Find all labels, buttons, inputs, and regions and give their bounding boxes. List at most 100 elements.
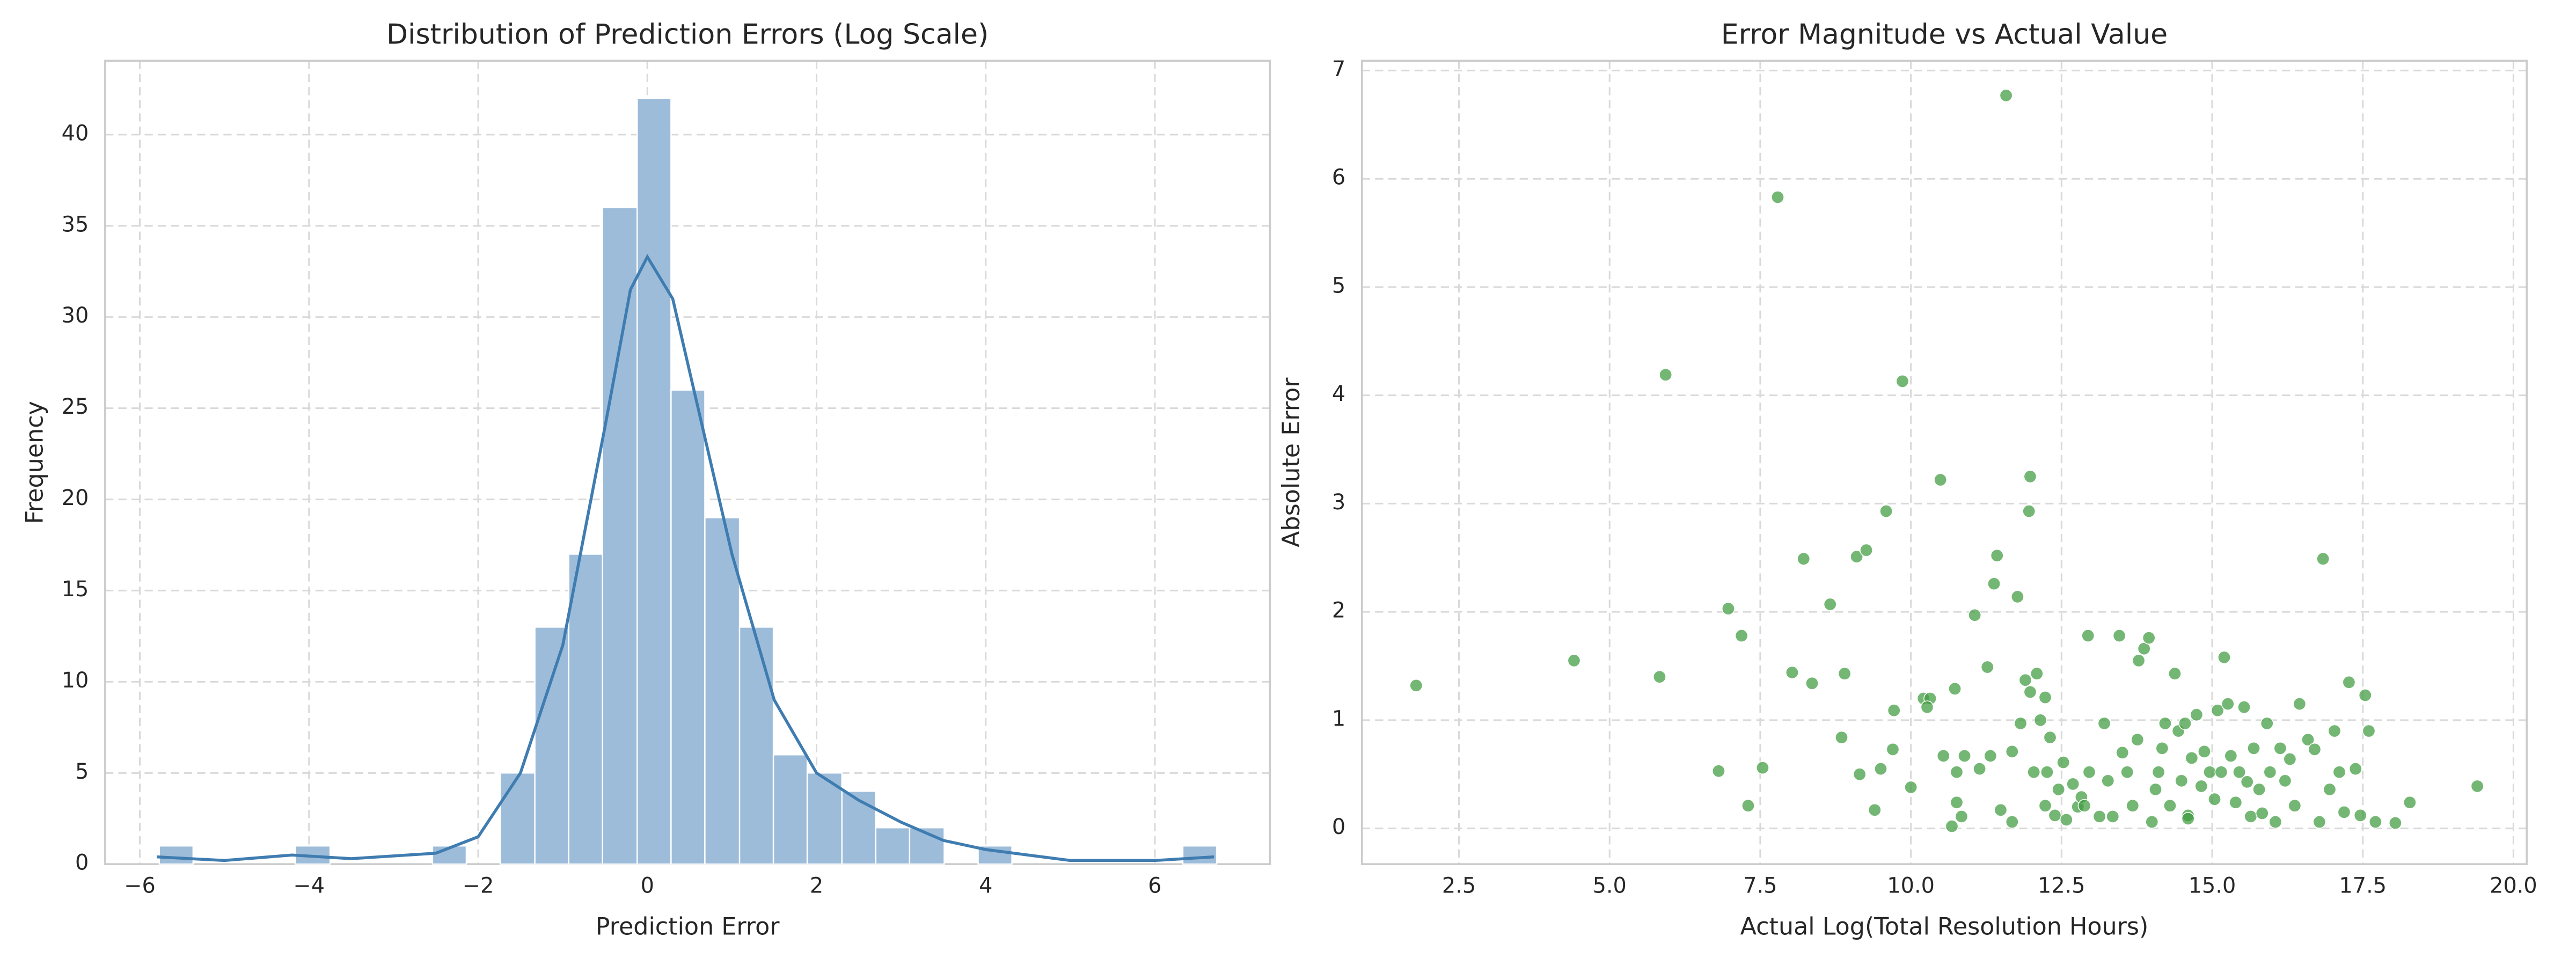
scatter-point [2260,716,2274,730]
subplot: Distribution of Prediction Errors (Log S… [21,18,1271,941]
scatter-point [2097,716,2111,730]
histogram-bar [158,845,194,865]
scatter-point [2237,700,2251,714]
y-tick-label: 40 [62,121,89,145]
histogram-bar [1182,845,1218,865]
scatter-point [1886,742,1900,756]
chart-title: Error Magnitude vs Actual Value [1721,18,2168,50]
scatter-point [2048,809,2062,822]
scatter-point [1973,762,1987,776]
scatter-point [1948,682,1962,696]
scatter-point [1950,765,1964,779]
scatter-point [1797,552,1811,566]
scatter-point [1920,700,1934,714]
scatter-point [2005,815,2019,829]
scatter-point [2214,765,2228,779]
x-tick-label: 5.0 [1593,874,1627,898]
scatter-point [2332,765,2346,779]
scatter-point [2092,810,2106,823]
scatter-point [2030,667,2044,680]
x-tick-label: 15.0 [2189,874,2236,898]
y-tick-label: 4 [1332,382,1345,406]
y-tick-label: 20 [62,486,89,510]
histogram-bar [499,772,536,865]
scatter-point [1968,608,1982,622]
y-tick-label: 2 [1332,598,1345,623]
histogram-bar [568,553,603,865]
y-tick-label: 35 [62,212,89,237]
scatter-point [2316,552,2330,566]
scatter-point [2142,631,2156,645]
scatter-point [2052,782,2066,796]
scatter-point [2185,751,2199,765]
scatter-point [2273,741,2287,755]
y-tick-label: 25 [62,394,89,419]
scatter-point [2368,815,2382,829]
scatter-point [2229,795,2243,809]
scatter-point [2218,650,2231,664]
scatter-point [2155,741,2169,755]
scatter-point [2263,765,2277,779]
scatter-point [2203,765,2216,779]
histogram-bar [295,845,331,865]
scatter-point [2288,799,2302,813]
scatter-point [2038,691,2052,704]
scatter-point [1999,89,2013,103]
scatter-point [2175,774,2189,788]
scatter-point [2040,765,2054,779]
scatter-point [2120,765,2134,779]
y-tick-label: 15 [62,577,89,602]
scatter-point [2358,689,2372,702]
histogram-bar [670,389,706,865]
scatter-point [2301,733,2315,747]
scatter-point [1896,375,1909,388]
chart-title: Distribution of Prediction Errors (Log S… [386,18,989,50]
x-axis-label: Actual Log(Total Resolution Hours) [1740,913,2149,941]
scatter-point [2255,806,2269,820]
scatter-point [1853,767,1867,781]
scatter-point [1860,543,1873,557]
y-tick-label: 30 [62,303,89,328]
scatter-point [2403,795,2417,809]
scatter-point [2059,813,2073,826]
x-tick-label: 6 [1148,874,1161,898]
scatter-point [2023,685,2037,699]
scatter-point [1756,761,1769,775]
scatter-point [2190,708,2204,722]
scatter-point [2106,810,2120,823]
scatter-point [2066,777,2080,791]
scatter-point [2131,733,2145,747]
histogram-bar [636,97,672,865]
scatter-point [2337,805,2351,819]
scatter-point [1879,504,1893,518]
y-tick-label: 7 [1332,57,1345,82]
scatter-point [2293,697,2307,711]
scatter-point [2328,724,2341,738]
scatter-point [1984,749,1997,763]
scatter-point [2132,654,2146,668]
scatter-point [2023,470,2037,484]
x-tick-label: −2 [463,874,494,898]
y-tick-label: 10 [62,668,89,693]
scatter-point [2163,799,2177,813]
scatter-point [2362,724,2376,738]
x-tick-label: 17.5 [2339,874,2387,898]
y-tick-label: 1 [1332,706,1345,731]
scatter-point [2247,741,2260,755]
histogram-bar [806,772,843,865]
x-tick-label: 0 [641,874,654,898]
x-tick-label: 4 [979,874,992,898]
scatter-point [2208,792,2221,806]
axes-frame [1360,60,2528,866]
scatter-point [2194,779,2208,793]
x-tick-label: 2.5 [1442,874,1476,898]
histogram-bar [534,626,569,865]
x-tick-label: 7.5 [1743,874,1777,898]
scatter-point [1936,749,1950,763]
scatter-point [1805,676,1819,690]
scatter-point [1409,678,1423,692]
scatter-point [1994,803,2008,817]
x-axis-label: Prediction Error [596,913,780,941]
